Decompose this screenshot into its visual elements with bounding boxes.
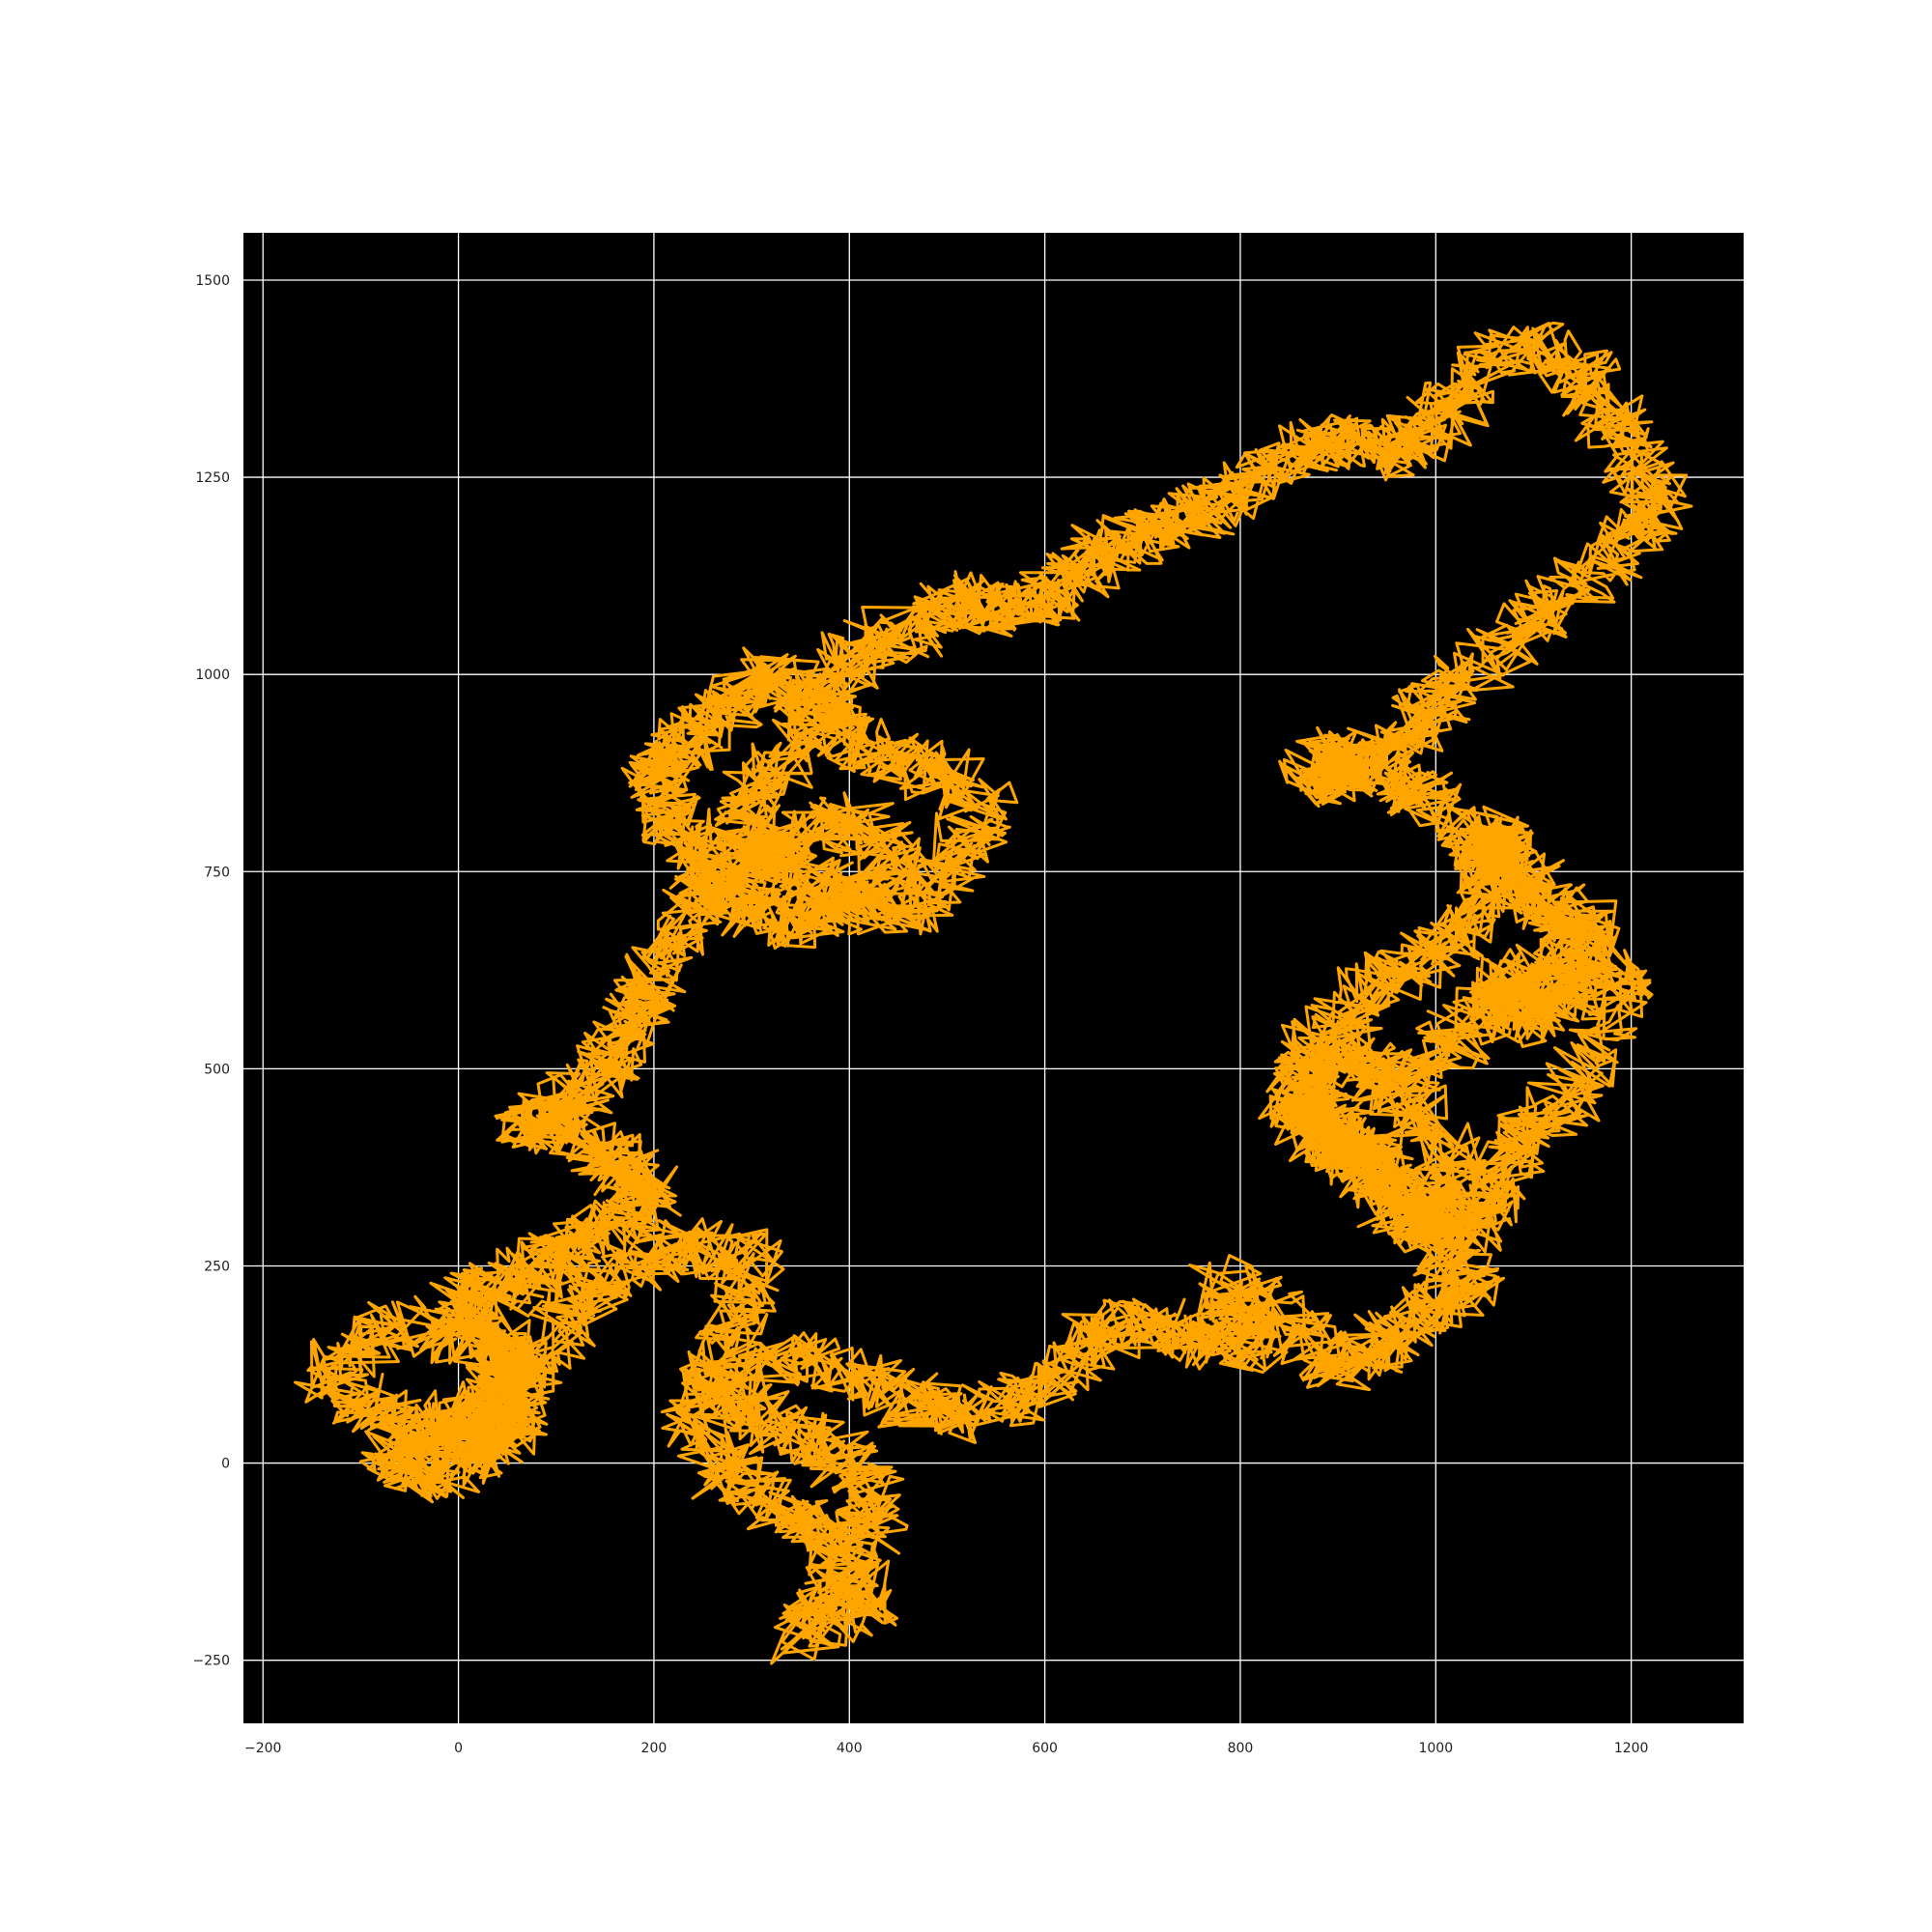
x-tick-label: 200 bbox=[641, 1741, 668, 1756]
y-tick-label: 500 bbox=[204, 1062, 230, 1077]
random-walk-series-line bbox=[294, 321, 1693, 1665]
axis-tick-labels: −200 0 200 400 600 800 1000 1200 −250 0 250 500 750 1… bbox=[193, 273, 1649, 1756]
y-tick-label: 750 bbox=[204, 865, 230, 880]
x-tick-label: 0 bbox=[454, 1741, 463, 1756]
y-tick-label: −250 bbox=[193, 1654, 230, 1669]
series-layer bbox=[294, 321, 1693, 1665]
x-tick-label: 800 bbox=[1228, 1741, 1254, 1756]
y-tick-label: 1000 bbox=[195, 668, 230, 683]
y-tick-label: 1250 bbox=[195, 470, 230, 486]
x-tick-label: −200 bbox=[244, 1741, 281, 1756]
x-tick-label: 600 bbox=[1032, 1741, 1058, 1756]
y-tick-label: 250 bbox=[204, 1259, 230, 1274]
x-tick-label: 1000 bbox=[1418, 1741, 1453, 1756]
y-tick-label: 0 bbox=[221, 1457, 230, 1472]
x-tick-label: 400 bbox=[837, 1741, 863, 1756]
y-tick-label: 1500 bbox=[195, 273, 230, 289]
x-tick-label: 1200 bbox=[1614, 1741, 1649, 1756]
